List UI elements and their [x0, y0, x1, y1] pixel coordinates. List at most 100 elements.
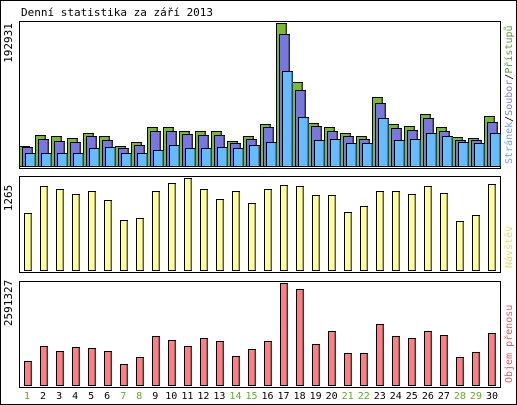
- x-tick-label-29: 29: [470, 391, 482, 402]
- legend-entry: Stránek: [503, 122, 515, 164]
- bar-shade: [350, 213, 352, 270]
- bar-shade: [254, 350, 256, 385]
- panel-visits-frame: [19, 176, 501, 273]
- x-tick-label-26: 26: [422, 391, 434, 402]
- bar-shade: [210, 149, 212, 166]
- bar-shade: [318, 345, 320, 385]
- bar-shade: [382, 192, 384, 270]
- bar-shade: [82, 154, 84, 166]
- bar-shade: [478, 353, 480, 385]
- bar-shade: [66, 154, 68, 166]
- bar-shade: [286, 186, 288, 270]
- bar-shade: [178, 146, 180, 166]
- x-tick-label-8: 8: [136, 391, 142, 402]
- bar-shade: [355, 144, 357, 166]
- panel-traffic-frame: [19, 281, 501, 388]
- bar-shade: [206, 339, 208, 385]
- bar-shade: [46, 187, 48, 270]
- bar-shade: [414, 195, 416, 270]
- x-tick-label-12: 12: [197, 391, 209, 402]
- bar-shade: [339, 140, 341, 166]
- legend-entry: /: [504, 74, 515, 80]
- series-traffic-1: [24, 283, 496, 386]
- bar-shade: [30, 362, 32, 385]
- bar-shade: [414, 339, 416, 385]
- bar-shade: [46, 347, 48, 385]
- x-tick-label-30: 30: [486, 391, 498, 402]
- x-tick-label-16: 16: [261, 391, 273, 402]
- x-tick-label-5: 5: [88, 391, 94, 402]
- x-tick-label-3: 3: [56, 391, 62, 402]
- bar-shade: [286, 284, 288, 385]
- bar-shade: [146, 154, 148, 166]
- bar-shade: [430, 332, 432, 385]
- x-tick-label-22: 22: [358, 391, 370, 402]
- x-tick-label-23: 23: [374, 391, 386, 402]
- bar-shade: [291, 72, 293, 166]
- bar-shade: [494, 185, 496, 270]
- bar-shade: [302, 290, 304, 385]
- panel-traffic: 2591327 Objem přenosu: [2, 280, 515, 388]
- x-tick-label-1: 1: [24, 391, 30, 402]
- bar-shade: [158, 337, 160, 385]
- bar-shade: [238, 192, 240, 270]
- bar-shade: [446, 336, 448, 385]
- bar-shade: [50, 154, 52, 166]
- bar-shade: [98, 149, 100, 166]
- x-tick-label-15: 15: [245, 391, 257, 402]
- bar-shade: [366, 354, 368, 385]
- bar-shade: [387, 119, 389, 166]
- bar-shade: [398, 337, 400, 385]
- bar-shade: [130, 154, 132, 166]
- x-tick-label-11: 11: [181, 391, 193, 402]
- bar-shade: [142, 358, 144, 385]
- bar-shade: [270, 190, 272, 270]
- x-tick-label-27: 27: [438, 391, 450, 402]
- bar-shade: [382, 325, 384, 385]
- bar-shade: [275, 143, 277, 166]
- bar-shade: [398, 192, 400, 270]
- bar-shade: [446, 194, 448, 270]
- bar-shade: [94, 349, 96, 385]
- bar-shade: [62, 352, 64, 385]
- bar-shade: [62, 190, 64, 270]
- panel-hits-legend: Stránek/Soubor/Přístupů: [503, 25, 515, 164]
- panel-traffic-legend: Objem přenosu: [503, 305, 515, 383]
- x-tick-label-24: 24: [390, 391, 402, 402]
- bar-shade: [334, 332, 336, 385]
- bar-shade: [467, 143, 469, 166]
- bar-shade: [222, 200, 224, 270]
- bar-shade: [403, 141, 405, 166]
- bar-shade: [334, 196, 336, 270]
- bar-shade: [110, 352, 112, 385]
- bar-shade: [366, 207, 368, 270]
- bar-shade: [478, 216, 480, 270]
- x-tick-label-19: 19: [310, 391, 322, 402]
- panel-hits-frame: [19, 21, 501, 169]
- x-tick-label-14: 14: [229, 391, 241, 402]
- bar-shade: [462, 358, 464, 385]
- x-tick-label-28: 28: [454, 391, 466, 402]
- bar-shade: [30, 214, 32, 270]
- x-tick-label-2: 2: [40, 391, 46, 402]
- x-tick-label-21: 21: [342, 391, 354, 402]
- bar-shade: [158, 192, 160, 270]
- legend-entry: Objem přenosu: [503, 305, 515, 383]
- x-tick-label-4: 4: [72, 391, 78, 402]
- bar-shade: [226, 148, 228, 166]
- bar-shade: [430, 187, 432, 270]
- panel-hits-y-tick-label: 192931: [2, 23, 15, 63]
- legend-entry: Návštěv: [503, 226, 515, 268]
- bar-shade: [350, 354, 352, 385]
- series-visits-1: [24, 178, 496, 271]
- bar-shade: [270, 342, 272, 385]
- bar-shade: [174, 184, 176, 270]
- bar-shade: [162, 151, 164, 166]
- bar-shade: [451, 137, 453, 166]
- bar-shade: [238, 357, 240, 385]
- bar-shade: [126, 365, 128, 385]
- bar-shade: [78, 348, 80, 385]
- bar-shade: [194, 149, 196, 166]
